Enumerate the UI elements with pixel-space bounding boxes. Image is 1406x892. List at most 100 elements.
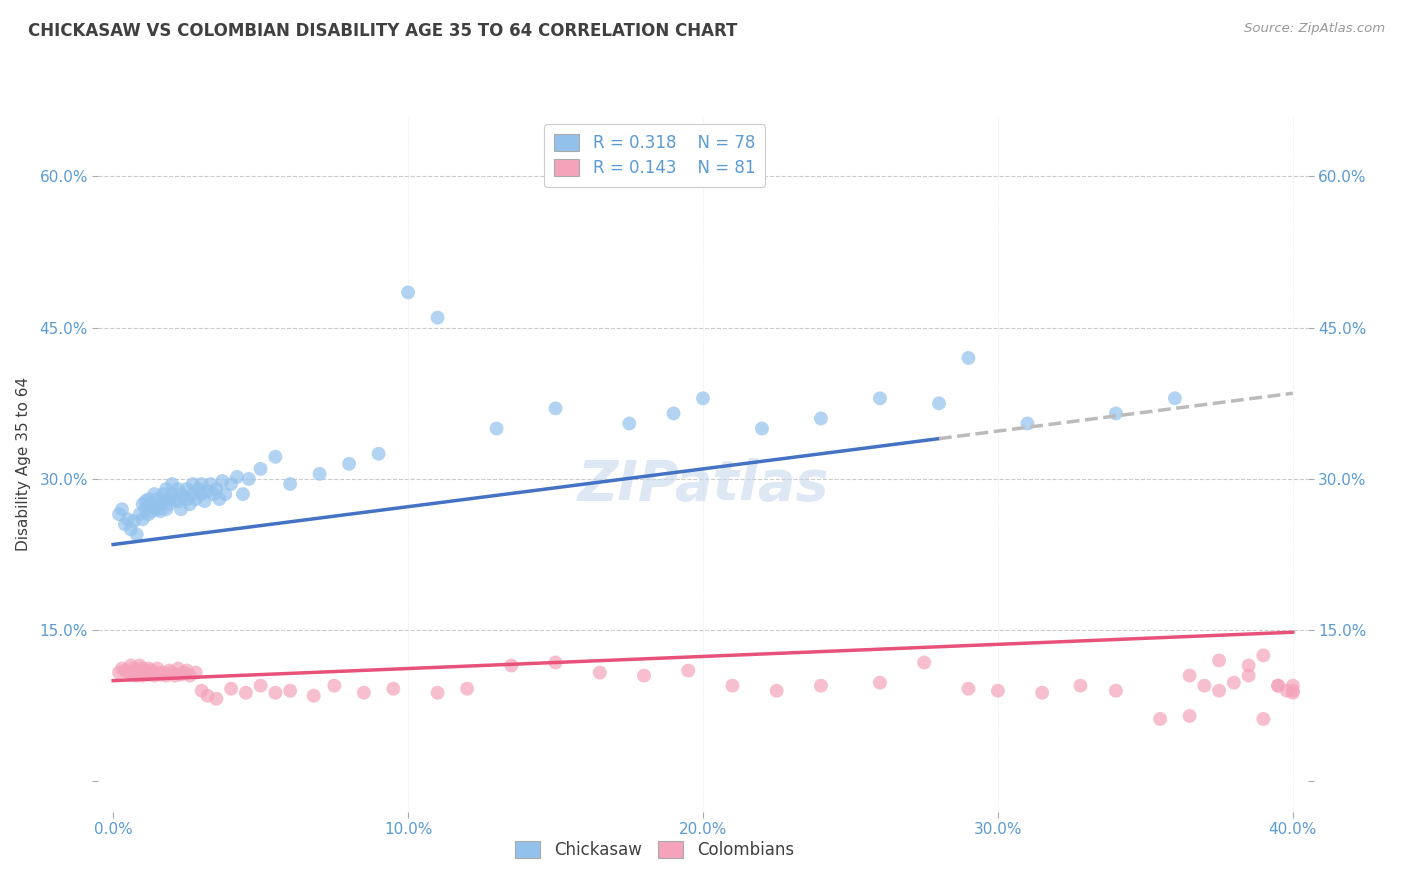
Point: [190, 477, 212, 491]
Point: [214, 487, 236, 501]
Point: [170, 502, 193, 516]
Point: [114, 517, 136, 532]
Y-axis label: Disability Age 35 to 64: Disability Age 35 to 64: [17, 376, 31, 551]
Point: [146, 665, 169, 680]
Point: [249, 462, 271, 476]
Point: [1223, 675, 1246, 690]
Point: [152, 487, 174, 501]
Point: [125, 668, 148, 682]
Point: [138, 667, 160, 681]
Point: [1253, 648, 1275, 663]
Point: [1149, 712, 1171, 726]
Point: [165, 492, 187, 507]
Point: [152, 494, 174, 508]
Point: [1282, 679, 1305, 693]
Point: [160, 665, 183, 680]
Point: [544, 656, 567, 670]
Point: [208, 492, 231, 507]
Point: [167, 661, 190, 675]
Text: ZIPatlas: ZIPatlas: [578, 458, 828, 512]
Point: [1105, 683, 1128, 698]
Point: [165, 668, 187, 682]
Point: [1105, 406, 1128, 420]
Point: [928, 396, 950, 410]
Point: [302, 689, 325, 703]
Point: [751, 421, 773, 435]
Point: [194, 494, 217, 508]
Point: [456, 681, 478, 696]
Point: [125, 664, 148, 678]
Point: [157, 497, 180, 511]
Point: [1031, 686, 1053, 700]
Point: [146, 492, 169, 507]
Point: [211, 474, 233, 488]
Point: [396, 285, 419, 300]
Point: [957, 681, 980, 696]
Point: [238, 472, 260, 486]
Point: [152, 665, 174, 680]
Point: [367, 447, 389, 461]
Point: [264, 450, 287, 464]
Point: [108, 665, 131, 680]
Point: [135, 502, 157, 516]
Point: [278, 477, 301, 491]
Point: [765, 683, 787, 698]
Point: [157, 492, 180, 507]
Point: [160, 487, 183, 501]
Point: [117, 512, 139, 526]
Point: [131, 497, 153, 511]
Point: [278, 683, 301, 698]
Point: [987, 683, 1010, 698]
Point: [1208, 683, 1230, 698]
Point: [226, 470, 249, 484]
Point: [155, 482, 177, 496]
Legend: Chickasaw, Colombians: Chickasaw, Colombians: [509, 835, 800, 866]
Point: [128, 508, 150, 522]
Point: [692, 392, 714, 406]
Point: [184, 665, 207, 680]
Text: Source: ZipAtlas.com: Source: ZipAtlas.com: [1244, 22, 1385, 36]
Point: [114, 664, 136, 678]
Point: [160, 477, 183, 491]
Point: [122, 661, 145, 675]
Point: [141, 664, 163, 678]
Point: [131, 661, 153, 675]
Point: [181, 487, 204, 501]
Point: [869, 675, 891, 690]
Point: [957, 351, 980, 365]
Point: [141, 665, 163, 680]
Point: [810, 411, 832, 425]
Point: [170, 487, 193, 501]
Point: [544, 401, 567, 416]
Point: [1253, 712, 1275, 726]
Point: [143, 500, 166, 515]
Point: [426, 310, 449, 325]
Point: [155, 668, 177, 682]
Point: [232, 487, 254, 501]
Point: [125, 527, 148, 541]
Point: [173, 490, 195, 504]
Point: [184, 492, 207, 507]
Point: [912, 656, 935, 670]
Point: [149, 504, 172, 518]
Point: [1164, 392, 1187, 406]
Point: [135, 494, 157, 508]
Point: [589, 665, 612, 680]
Point: [143, 668, 166, 682]
Point: [1178, 709, 1201, 723]
Point: [810, 679, 832, 693]
Point: [179, 497, 201, 511]
Point: [1208, 653, 1230, 667]
Point: [128, 658, 150, 673]
Point: [200, 477, 222, 491]
Point: [111, 661, 134, 675]
Point: [128, 665, 150, 680]
Point: [141, 504, 163, 518]
Point: [176, 492, 198, 507]
Point: [633, 668, 655, 682]
Point: [190, 683, 212, 698]
Point: [176, 664, 198, 678]
Point: [1267, 679, 1289, 693]
Point: [1267, 679, 1289, 693]
Point: [197, 484, 219, 499]
